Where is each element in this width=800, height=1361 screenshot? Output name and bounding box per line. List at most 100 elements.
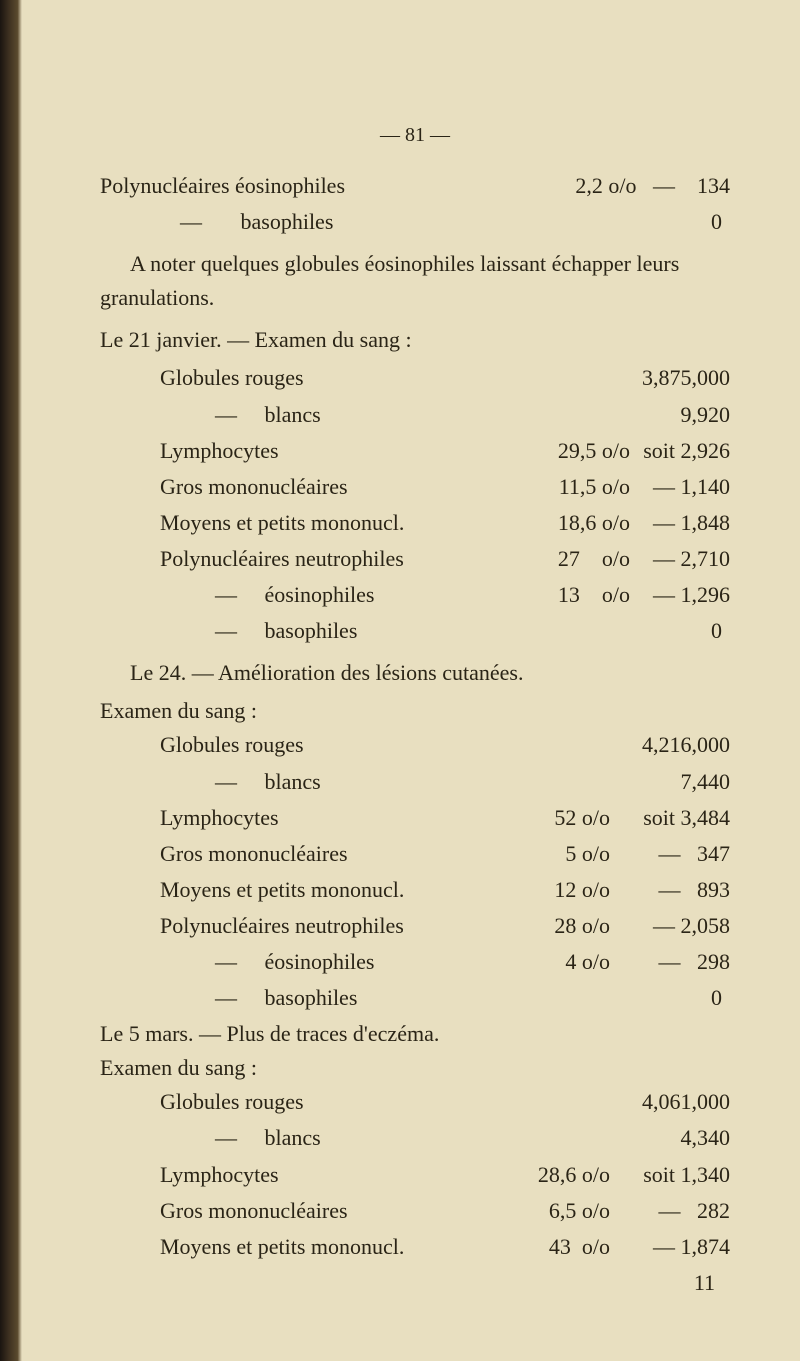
exam1-heading: Le 21 janvier. — Examen du sang : (100, 323, 730, 357)
note-escape: A noter quelques globules éosinophiles l… (100, 247, 730, 315)
exam3-gb: — blancs 4,340 (160, 1121, 730, 1155)
exam3-block: Globules rouges 4,061,000 — blancs 4,340… (100, 1085, 730, 1263)
val: soit 3,484 (610, 801, 730, 835)
label: Moyens et petits mononucl. (160, 506, 510, 540)
exam2-block: Globules rouges 4,216,000 — blancs 7,440… (100, 728, 730, 1015)
dash: — (653, 173, 675, 198)
label-group: — blancs (160, 1121, 321, 1155)
label: Lymphocytes (160, 801, 510, 835)
val: 0 (711, 981, 730, 1015)
page-content: — 81 — Polynucléaires éosinophiles 2,2 o… (100, 120, 730, 1300)
dash: — (215, 985, 237, 1010)
dash: — (215, 949, 237, 974)
exam1-baso: — basophiles 0 (160, 614, 730, 648)
val: 4,061,000 (642, 1085, 730, 1119)
val: — 1,874 (610, 1230, 730, 1264)
pct: 6,5 o/o (510, 1194, 610, 1228)
val: — 347 (610, 837, 730, 871)
val: 3,875,000 (642, 361, 730, 395)
pct: 11,5 o/o (510, 470, 630, 504)
label: basophiles (241, 209, 334, 234)
exam3-moyens: Moyens et petits mononucl. 43 o/o — 1,87… (160, 1230, 730, 1264)
exam3-subheading: Examen du sang : (100, 1051, 730, 1085)
dash: — (215, 769, 237, 794)
val: — 282 (610, 1194, 730, 1228)
exam2-subheading: Examen du sang : (100, 694, 730, 728)
label: Moyens et petits mononucl. (160, 873, 510, 907)
exam2-baso: — basophiles 0 (160, 981, 730, 1015)
pct: 13 o/o (510, 578, 630, 612)
exam2-gros: Gros mononucléaires 5 o/o — 347 (160, 837, 730, 871)
exam2-heading: Le 24. — Amélioration des lésions cutané… (100, 656, 730, 690)
label-group: — éosinophiles (160, 578, 510, 612)
val: — 1,140 (630, 470, 730, 504)
label-group: — éosinophiles (160, 945, 510, 979)
label: Lymphocytes (160, 434, 510, 468)
label: basophiles (265, 618, 358, 643)
pct: 27 o/o (510, 542, 630, 576)
pct: 28 o/o (510, 909, 610, 943)
exam1-gr: Globules rouges 3,875,000 (160, 361, 730, 395)
pct: 4 o/o (510, 945, 610, 979)
pct: 43 o/o (510, 1230, 610, 1264)
page-number: — 81 — (100, 120, 730, 151)
exam1-eosino: — éosinophiles 13 o/o — 1,296 (160, 578, 730, 612)
exam3-heading: Le 5 mars. — Plus de traces d'eczéma. (100, 1017, 730, 1051)
val: 7,440 (681, 765, 731, 799)
pct: 28,6 o/o (510, 1158, 610, 1192)
exam1-moyens: Moyens et petits mononucl. 18,6 o/o — 1,… (160, 506, 730, 540)
label: éosinophiles (265, 949, 375, 974)
exam2-moyens: Moyens et petits mononucl. 12 o/o — 893 (160, 873, 730, 907)
exam2-lympho: Lymphocytes 52 o/o soit 3,484 (160, 801, 730, 835)
val: 134 (697, 173, 730, 198)
val: soit 1,340 (610, 1158, 730, 1192)
label: Globules rouges (160, 361, 304, 395)
label: Polynucléaires neutrophiles (160, 909, 510, 943)
book-binding-shadow (0, 0, 22, 1361)
val: soit 2,926 (630, 434, 730, 468)
exam1-block: Globules rouges 3,875,000 — blancs 9,920… (100, 361, 730, 648)
label: blancs (265, 1125, 321, 1150)
pct: 5 o/o (510, 837, 610, 871)
exam3-lympho: Lymphocytes 28,6 o/o soit 1,340 (160, 1158, 730, 1192)
label-group: — basophiles (100, 205, 333, 239)
label-group: — blancs (160, 765, 321, 799)
exam2-gb: — blancs 7,440 (160, 765, 730, 799)
exam3-gros: Gros mononucléaires 6,5 o/o — 282 (160, 1194, 730, 1228)
label: Polynucléaires éosinophiles (100, 169, 345, 203)
value-group: 2,2 o/o — 134 (575, 169, 730, 203)
val: 4,340 (681, 1121, 731, 1155)
label: Polynucléaires neutrophiles (160, 542, 510, 576)
label: éosinophiles (265, 582, 375, 607)
label: basophiles (265, 985, 358, 1010)
label: Gros mononucléaires (160, 1194, 510, 1228)
label-group: — blancs (160, 398, 321, 432)
exam1-neutro: Polynucléaires neutrophiles 27 o/o — 2,7… (160, 542, 730, 576)
label-group: — basophiles (160, 981, 357, 1015)
dash: — (215, 582, 237, 607)
pct: 18,6 o/o (510, 506, 630, 540)
label: Lymphocytes (160, 1158, 510, 1192)
exam1-gros: Gros mononucléaires 11,5 o/o — 1,140 (160, 470, 730, 504)
exam2-neutro: Polynucléaires neutrophiles 28 o/o — 2,0… (160, 909, 730, 943)
dash: — (180, 209, 202, 234)
val: 0 (711, 205, 730, 239)
label: Gros mononucléaires (160, 470, 510, 504)
val: 4,216,000 (642, 728, 730, 762)
pct: 12 o/o (510, 873, 610, 907)
label: blancs (265, 402, 321, 427)
val: — 298 (610, 945, 730, 979)
val: — 2,058 (610, 909, 730, 943)
label: Globules rouges (160, 728, 304, 762)
label: blancs (265, 769, 321, 794)
label: Gros mononucléaires (160, 837, 510, 871)
exam1-gb: — blancs 9,920 (160, 398, 730, 432)
label-group: — basophiles (160, 614, 357, 648)
val: — 1,296 (630, 578, 730, 612)
val: 0 (711, 614, 730, 648)
exam3-gr: Globules rouges 4,061,000 (160, 1085, 730, 1119)
pct: 29,5 o/o (510, 434, 630, 468)
signature-number: 11 (100, 1266, 730, 1300)
val: — 1,848 (630, 506, 730, 540)
label: Moyens et petits mononucl. (160, 1230, 510, 1264)
